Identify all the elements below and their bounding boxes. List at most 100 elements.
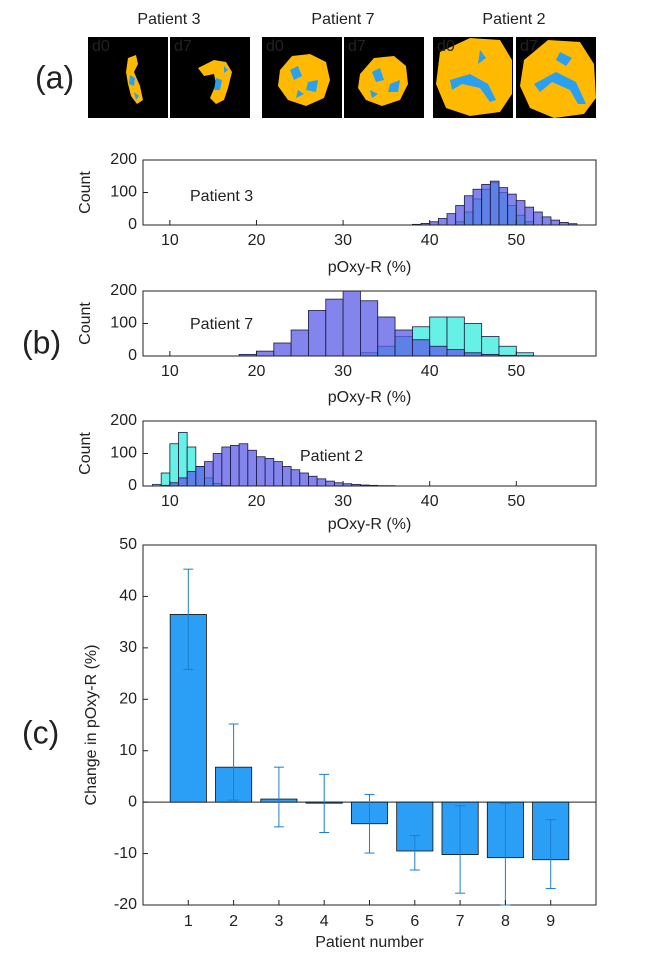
histogram-bar bbox=[282, 466, 292, 487]
y-tick-label: 0 bbox=[128, 793, 137, 810]
histogram-bar bbox=[169, 443, 179, 487]
tumor bbox=[198, 60, 232, 104]
y-tick-label: 200 bbox=[110, 282, 137, 299]
histogram-bar bbox=[429, 345, 448, 357]
y-axis-label: Count bbox=[77, 171, 94, 214]
histogram-bar bbox=[507, 193, 517, 226]
y-tick-label: -20 bbox=[114, 896, 137, 913]
histogram-bar bbox=[541, 216, 552, 226]
panel-label: (c) bbox=[22, 714, 59, 750]
tumor-detail bbox=[534, 52, 586, 104]
tumor bbox=[278, 54, 330, 106]
y-tick-label: 0 bbox=[128, 347, 137, 364]
y-tick-label: 50 bbox=[119, 536, 137, 553]
x-tick-label: 10 bbox=[161, 363, 179, 380]
x-axis-label: pOxy-R (%) bbox=[328, 389, 412, 406]
x-axis-label: pOxy-R (%) bbox=[328, 516, 412, 533]
x-tick-label: 40 bbox=[421, 232, 439, 249]
histogram-bar bbox=[195, 466, 205, 487]
y-tick-label: 30 bbox=[119, 639, 137, 656]
tumor-detail bbox=[450, 50, 496, 102]
histogram-bar bbox=[325, 480, 335, 487]
y-tick-label: 100 bbox=[110, 184, 137, 201]
panel-label: (b) bbox=[22, 324, 61, 360]
histogram-bar bbox=[489, 180, 500, 226]
histogram-bar bbox=[524, 206, 535, 226]
histogram-bar bbox=[437, 218, 448, 226]
tumor bbox=[358, 56, 408, 106]
histogram-bar bbox=[377, 316, 396, 357]
histogram-bar bbox=[325, 298, 344, 357]
x-tick-label: 30 bbox=[334, 493, 352, 510]
image bbox=[170, 37, 250, 118]
histogram-bar bbox=[481, 336, 500, 357]
histogram-bar bbox=[472, 188, 483, 226]
x-axis-label: Patient number bbox=[315, 934, 424, 951]
histogram-bar bbox=[290, 329, 309, 357]
x-tick-label: 7 bbox=[456, 913, 465, 930]
y-tick-label: 40 bbox=[119, 588, 137, 605]
x-tick-label: 1 bbox=[184, 913, 193, 930]
image-label: d7 bbox=[348, 38, 366, 55]
histogram-bar bbox=[533, 211, 543, 226]
x-tick-label: 3 bbox=[274, 913, 283, 930]
histogram-bar bbox=[238, 443, 249, 487]
image-title: Patient 3 bbox=[137, 11, 200, 28]
histogram-bar bbox=[515, 200, 526, 226]
y-tick-label: 200 bbox=[110, 151, 137, 168]
x-axis-label: pOxy-R (%) bbox=[328, 259, 412, 276]
x-tick-label: 2 bbox=[229, 913, 238, 930]
histogram-bar bbox=[256, 350, 275, 357]
y-axis-label: Change in pOxy-R (%) bbox=[83, 645, 100, 806]
histogram-bar bbox=[160, 472, 171, 487]
histogram-bar bbox=[273, 342, 292, 357]
tumor-detail bbox=[214, 66, 228, 90]
y-tick-label: 0 bbox=[128, 216, 137, 233]
annotation: Patient 3 bbox=[190, 188, 253, 205]
x-tick-label: 40 bbox=[421, 493, 439, 510]
annotation: Patient 7 bbox=[190, 316, 253, 333]
histogram-bar bbox=[230, 444, 240, 487]
image-title: Patient 2 bbox=[482, 11, 545, 28]
x-tick-label: 10 bbox=[161, 493, 179, 510]
histogram-bar bbox=[463, 323, 483, 357]
x-tick-label: 50 bbox=[507, 232, 525, 249]
x-tick-label: 50 bbox=[507, 363, 525, 380]
panel-label: (a) bbox=[35, 59, 74, 95]
histogram-bar bbox=[394, 329, 413, 357]
y-tick-label: 20 bbox=[119, 691, 137, 708]
tumor-detail bbox=[129, 75, 139, 100]
histogram-bar bbox=[342, 290, 361, 357]
x-tick-label: 10 bbox=[161, 232, 179, 249]
histogram-bar bbox=[221, 446, 231, 487]
y-axis-label: Count bbox=[77, 302, 94, 345]
histogram-bar bbox=[316, 478, 327, 487]
x-tick-label: 8 bbox=[501, 913, 510, 930]
x-tick-label: 5 bbox=[365, 913, 374, 930]
histogram-bar bbox=[186, 470, 197, 487]
y-tick-label: 10 bbox=[119, 742, 137, 759]
x-tick-label: 40 bbox=[421, 363, 439, 380]
histogram-bar bbox=[411, 339, 431, 357]
histogram-bar bbox=[550, 219, 561, 226]
image-label: d7 bbox=[174, 38, 192, 55]
x-tick-label: 30 bbox=[334, 363, 352, 380]
histogram-bar bbox=[299, 472, 309, 487]
tumor-detail bbox=[290, 66, 318, 98]
histogram-bar bbox=[455, 205, 465, 226]
histogram-bar bbox=[256, 456, 266, 487]
histogram-bar bbox=[204, 461, 214, 487]
y-tick-label: 100 bbox=[110, 445, 137, 462]
histogram-bar bbox=[264, 457, 275, 487]
y-tick-label: 200 bbox=[110, 412, 137, 429]
image-label: d7 bbox=[520, 38, 538, 55]
image-label: d0 bbox=[437, 38, 455, 55]
x-tick-label: 20 bbox=[248, 232, 266, 249]
bar bbox=[169, 614, 207, 803]
histogram-bar bbox=[178, 477, 188, 487]
histogram-bar bbox=[446, 213, 457, 226]
histogram-bar bbox=[290, 469, 301, 487]
image-panels bbox=[88, 37, 596, 118]
histogram-bar bbox=[481, 183, 491, 226]
